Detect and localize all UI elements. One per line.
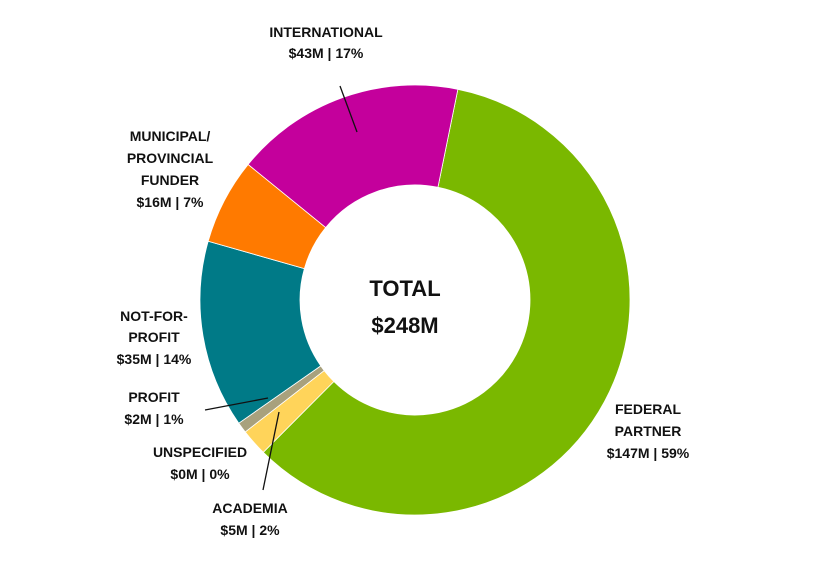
slice-federal-partner: [262, 88, 631, 516]
label-municipal-value: $16M | 7%: [137, 194, 205, 210]
leader-line-academia: [262, 411, 280, 491]
slice-international: [247, 84, 459, 229]
label-profit-value: $2M | 1%: [124, 411, 184, 427]
label-municipal-line2: PROVINCIAL: [127, 150, 214, 166]
label-municipal-line1: MUNICIPAL/: [130, 128, 211, 144]
label-nfp-line1: NOT-FOR-: [120, 308, 188, 324]
label-municipal-line3: FUNDER: [141, 172, 199, 188]
label-academia-name: ACADEMIA: [212, 500, 287, 516]
label-profit-name: PROFIT: [128, 389, 180, 405]
label-academia-value: $5M | 2%: [220, 522, 280, 538]
center-label-title: TOTAL: [369, 276, 440, 301]
label-federal-line2: PARTNER: [615, 423, 682, 439]
label-federal-line1: FEDERAL: [615, 401, 682, 417]
label-unspecified-value: $0M | 0%: [170, 466, 230, 482]
label-nfp-line2: PROFIT: [128, 329, 180, 345]
center-label-total: $248M: [371, 313, 438, 338]
leader-line-profit: [204, 397, 269, 411]
label-nfp-value: $35M | 14%: [117, 351, 192, 367]
slices: [199, 84, 631, 516]
label-federal-value: $147M | 59%: [607, 445, 690, 461]
label-unspecified-name: UNSPECIFIED: [153, 444, 247, 460]
leader-line-international: [339, 85, 358, 133]
label-international-value: $43M | 17%: [289, 45, 364, 61]
label-international-name: INTERNATIONAL: [269, 24, 383, 40]
